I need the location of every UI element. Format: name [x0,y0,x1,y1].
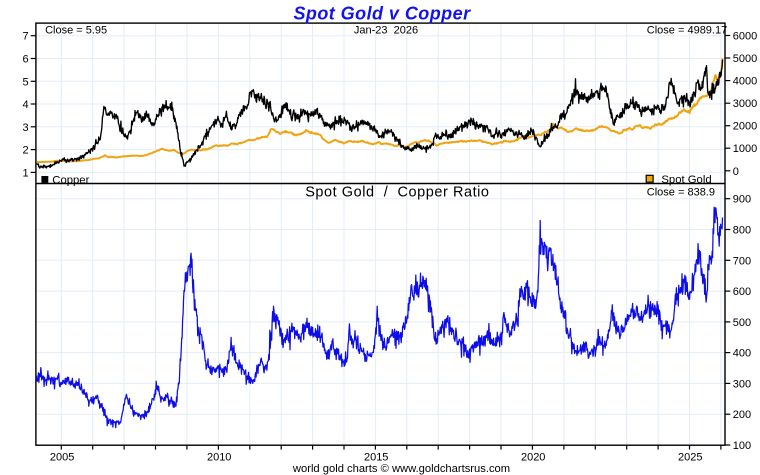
svg-text:600: 600 [733,286,751,298]
svg-text:2020: 2020 [521,452,545,464]
svg-text:2025: 2025 [678,452,702,464]
svg-text:Close = 5.95: Close = 5.95 [45,24,107,36]
svg-text:900: 900 [733,194,751,206]
svg-text:4000: 4000 [733,76,757,88]
svg-text:2015: 2015 [364,452,388,464]
svg-text:3: 3 [22,122,28,134]
svg-text:world gold charts © www.goldch: world gold charts © www.goldchartsrus.co… [292,463,510,475]
svg-text:Spot Gold v Copper: Spot Gold v Copper [293,4,471,24]
svg-text:100: 100 [733,440,751,452]
svg-text:300: 300 [733,378,751,390]
svg-text:3000: 3000 [733,98,757,110]
svg-text:Close = 838.9: Close = 838.9 [647,187,715,199]
svg-text:2: 2 [22,145,28,157]
svg-text:400: 400 [733,348,751,360]
svg-text:Close = 4989.17: Close = 4989.17 [647,24,727,36]
svg-text:2010: 2010 [207,452,231,464]
svg-text:5: 5 [22,76,28,88]
svg-text:200: 200 [733,409,751,421]
svg-text:6000: 6000 [733,31,757,43]
svg-text:6: 6 [22,54,28,66]
svg-text:Copper: Copper [52,174,89,186]
svg-text:Spot Gold / Copper Ratio: Spot Gold / Copper Ratio [305,185,489,201]
svg-text:Spot Gold: Spot Gold [661,174,711,186]
svg-text:1: 1 [22,167,28,179]
svg-text:800: 800 [733,225,751,237]
svg-text:Jan-23 2026: Jan-23 2026 [354,24,418,36]
svg-text:0: 0 [733,166,739,178]
svg-text:500: 500 [733,317,751,329]
svg-text:1000: 1000 [733,143,757,155]
svg-text:4: 4 [22,99,28,111]
svg-text:5000: 5000 [733,53,757,65]
svg-text:7: 7 [22,31,28,43]
svg-text:700: 700 [733,255,751,267]
svg-text:2000: 2000 [733,121,757,133]
svg-text:2005: 2005 [50,452,74,464]
